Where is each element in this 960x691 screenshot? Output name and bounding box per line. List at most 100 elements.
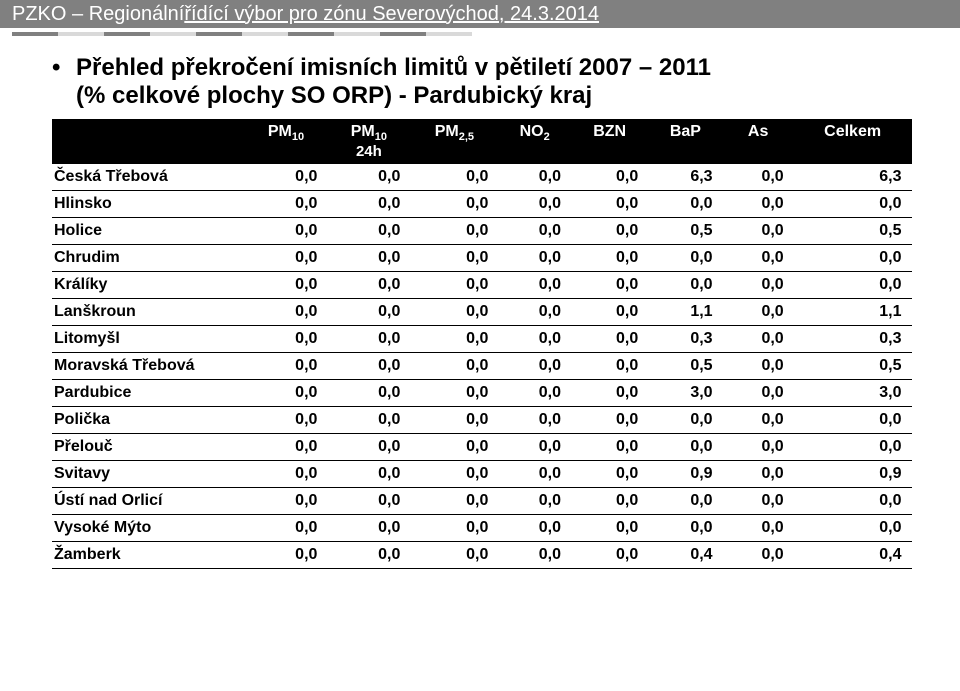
cell-value: 0,0: [498, 326, 571, 353]
cell-value: 0,0: [571, 407, 648, 434]
cell-value: 0,0: [327, 299, 410, 326]
cell-value: 0,0: [571, 191, 648, 218]
cell-value: 0,3: [648, 326, 722, 353]
cell-value: 0,0: [245, 272, 328, 299]
cell-value: 0,0: [245, 488, 328, 515]
cell-value: 0,0: [498, 461, 571, 488]
cell-value: 0,4: [648, 542, 722, 569]
cell-value: 0,0: [245, 353, 328, 380]
table-row: Hlinsko0,00,00,00,00,00,00,00,0: [52, 191, 912, 218]
row-name: Vysoké Mýto: [52, 515, 245, 542]
cell-value: 0,5: [794, 353, 912, 380]
cell-value: 0,0: [571, 434, 648, 461]
cell-value: 0,0: [571, 326, 648, 353]
cell-value: 0,0: [723, 407, 794, 434]
table-row: Králíky0,00,00,00,00,00,00,00,0: [52, 272, 912, 299]
cell-value: 0,9: [648, 461, 722, 488]
col-header: As: [723, 119, 794, 164]
title-line1: Přehled překročení imisních limitů v pět…: [76, 54, 711, 82]
cell-value: 0,0: [648, 407, 722, 434]
table-body: Česká Třebová0,00,00,00,00,06,30,06,3Hli…: [52, 164, 912, 569]
cell-value: 6,3: [648, 164, 722, 191]
row-name: Holice: [52, 218, 245, 245]
cell-value: 0,0: [327, 272, 410, 299]
col-header: PM1024h: [327, 119, 410, 164]
table-row: Pardubice0,00,00,00,00,03,00,03,0: [52, 380, 912, 407]
cell-value: 0,0: [410, 515, 498, 542]
cell-value: 3,0: [794, 380, 912, 407]
cell-value: 0,0: [723, 164, 794, 191]
cell-value: 0,0: [327, 434, 410, 461]
cell-value: 0,0: [245, 164, 328, 191]
table-row: Přelouč0,00,00,00,00,00,00,00,0: [52, 434, 912, 461]
cell-value: 0,0: [327, 407, 410, 434]
cell-value: 0,0: [327, 218, 410, 245]
cell-value: 0,3: [794, 326, 912, 353]
cell-value: 0,0: [794, 434, 912, 461]
bullet-icon: •: [52, 54, 76, 82]
cell-value: 0,0: [327, 353, 410, 380]
cell-value: 0,0: [327, 245, 410, 272]
cell-value: 0,9: [794, 461, 912, 488]
cell-value: 0,0: [648, 191, 722, 218]
cell-value: 0,0: [327, 326, 410, 353]
row-name: Moravská Třebová: [52, 353, 245, 380]
table-row: Svitavy0,00,00,00,00,00,90,00,9: [52, 461, 912, 488]
cell-value: 0,0: [410, 380, 498, 407]
cell-value: 0,0: [723, 461, 794, 488]
table-row: Žamberk0,00,00,00,00,00,40,00,4: [52, 542, 912, 569]
cell-value: 0,0: [498, 272, 571, 299]
cell-value: 0,0: [498, 245, 571, 272]
col-header: BaP: [648, 119, 722, 164]
data-table: PM10PM1024hPM2,5NO2BZNBaPAsCelkem Česká …: [52, 119, 912, 569]
cell-value: 0,0: [410, 191, 498, 218]
cell-value: 0,0: [327, 380, 410, 407]
cell-value: 0,0: [571, 542, 648, 569]
cell-value: 0,0: [410, 542, 498, 569]
cell-value: 0,0: [723, 380, 794, 407]
col-header: PM2,5: [410, 119, 498, 164]
table-row: Polička0,00,00,00,00,00,00,00,0: [52, 407, 912, 434]
cell-value: 0,0: [245, 326, 328, 353]
cell-value: 0,0: [498, 434, 571, 461]
slide-title: • Přehled překročení imisních limitů v p…: [76, 54, 932, 109]
cell-value: 0,0: [794, 488, 912, 515]
decorative-stripe: [12, 32, 472, 40]
page-header: PZKO – Regionální řídící výbor pro zónu …: [0, 0, 960, 28]
cell-value: 0,0: [571, 353, 648, 380]
cell-value: 0,0: [794, 191, 912, 218]
cell-value: 0,0: [723, 326, 794, 353]
table-header: PM10PM1024hPM2,5NO2BZNBaPAsCelkem: [52, 119, 912, 164]
cell-value: 0,0: [571, 461, 648, 488]
table-row: Holice0,00,00,00,00,00,50,00,5: [52, 218, 912, 245]
cell-value: 0,0: [648, 272, 722, 299]
header-prefix: PZKO – Regionální: [12, 3, 184, 26]
cell-value: 0,0: [410, 488, 498, 515]
row-name: Svitavy: [52, 461, 245, 488]
col-header: PM10: [245, 119, 328, 164]
cell-value: 0,0: [245, 542, 328, 569]
col-header: BZN: [571, 119, 648, 164]
cell-value: 0,0: [571, 245, 648, 272]
cell-value: 0,0: [794, 515, 912, 542]
cell-value: 0,0: [410, 353, 498, 380]
table-row: Vysoké Mýto0,00,00,00,00,00,00,00,0: [52, 515, 912, 542]
cell-value: 0,0: [327, 164, 410, 191]
cell-value: 0,0: [245, 218, 328, 245]
cell-value: 0,0: [723, 191, 794, 218]
cell-value: 0,0: [327, 461, 410, 488]
table-row: Lanškroun0,00,00,00,00,01,10,01,1: [52, 299, 912, 326]
cell-value: 0,0: [498, 380, 571, 407]
cell-value: 0,0: [410, 218, 498, 245]
cell-value: 0,0: [648, 434, 722, 461]
cell-value: 0,0: [571, 515, 648, 542]
cell-value: 0,0: [571, 164, 648, 191]
cell-value: 6,3: [794, 164, 912, 191]
row-name: Hlinsko: [52, 191, 245, 218]
row-name: Polička: [52, 407, 245, 434]
cell-value: 0,0: [245, 299, 328, 326]
row-name: Chrudim: [52, 245, 245, 272]
cell-value: 0,0: [723, 434, 794, 461]
cell-value: 0,0: [245, 434, 328, 461]
cell-value: 0,0: [498, 488, 571, 515]
